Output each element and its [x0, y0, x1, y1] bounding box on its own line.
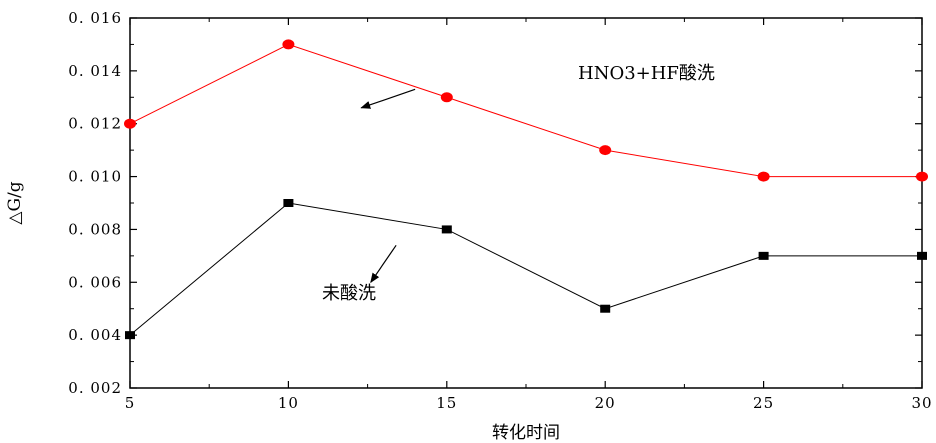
plot-border [129, 17, 923, 389]
annotation-arrow-noacid [370, 244, 397, 284]
x-tick-label: 15 [436, 394, 457, 412]
y-tick-label: 0. 014 [68, 62, 122, 80]
x-tick-label: 5 [125, 394, 136, 412]
data-point [283, 199, 294, 207]
annotation-label-noacid: 未酸洗 [322, 283, 376, 304]
x-tick-label: 25 [753, 394, 774, 412]
data-point [757, 171, 770, 182]
data-point [917, 251, 927, 260]
data-point [600, 304, 611, 313]
y-tick-label: 0. 010 [68, 168, 122, 186]
annotation-label-acid: HNO3+HF酸洗 [578, 63, 715, 84]
x-tick-label: 30 [911, 394, 932, 412]
data-point [125, 331, 135, 340]
y-axis-label: △G/g [5, 181, 25, 224]
x-tick-label: 20 [595, 394, 616, 412]
annotation-arrow-acid [360, 88, 416, 109]
data-point [440, 92, 453, 103]
x-tick-label: 10 [278, 394, 299, 412]
x-axis-label: 转化时间 [492, 423, 560, 443]
data-point [916, 171, 928, 182]
series-line [129, 43, 922, 178]
x-tick-labels: 5 10 15 20 25 30 [125, 394, 932, 412]
series-2 [125, 199, 927, 340]
y-tick-label: 0. 004 [68, 326, 122, 344]
series-1 [124, 39, 928, 182]
y-tick-label: 0. 012 [68, 115, 122, 133]
series-layer [124, 39, 928, 340]
data-point [758, 251, 769, 260]
y-tick-label: 0. 006 [68, 273, 122, 291]
data-point [599, 145, 612, 156]
series-line [129, 202, 922, 336]
y-tick-label: 0. 016 [68, 9, 122, 27]
data-point [124, 118, 136, 129]
plot-frame [129, 17, 923, 389]
data-point [441, 225, 452, 234]
axis-ticks [129, 17, 923, 389]
y-tick-labels: 0. 002 0. 004 0. 006 0. 008 0. 010 0. 012 0. 0… [68, 9, 122, 397]
y-tick-label: 0. 008 [68, 220, 122, 238]
y-tick-label: 0. 002 [68, 379, 122, 397]
data-point [282, 39, 295, 50]
